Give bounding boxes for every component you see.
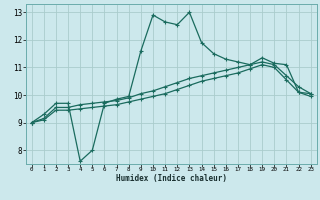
- X-axis label: Humidex (Indice chaleur): Humidex (Indice chaleur): [116, 174, 227, 183]
